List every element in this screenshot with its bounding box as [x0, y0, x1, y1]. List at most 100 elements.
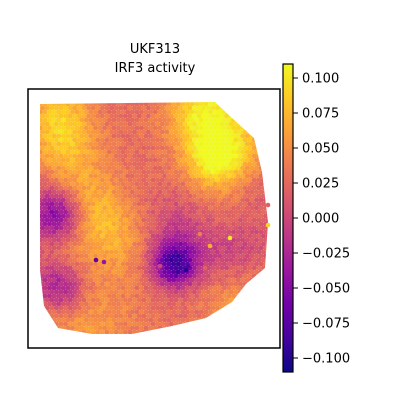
spot	[191, 217, 197, 223]
spot	[145, 209, 151, 215]
spot	[214, 321, 220, 327]
spot	[116, 189, 121, 195]
spot	[118, 169, 124, 175]
spot	[231, 269, 236, 275]
spot	[40, 141, 43, 147]
spot	[228, 201, 234, 207]
spot	[136, 97, 142, 103]
spot	[171, 173, 177, 179]
spot	[208, 325, 213, 331]
spot	[99, 265, 105, 271]
spot	[256, 193, 262, 199]
spot	[109, 273, 115, 279]
spot	[134, 309, 140, 315]
spot	[145, 289, 151, 295]
spot	[58, 321, 64, 327]
spot	[178, 137, 184, 143]
spot	[83, 149, 89, 155]
spot	[145, 321, 151, 327]
spot	[93, 261, 98, 267]
spot	[95, 169, 101, 175]
spot	[247, 265, 253, 271]
spot	[203, 205, 209, 211]
spot	[145, 105, 151, 111]
spot	[214, 241, 220, 247]
spot	[63, 305, 69, 311]
spot	[95, 185, 101, 191]
spot	[42, 141, 48, 147]
spot	[74, 277, 80, 283]
spot	[95, 113, 101, 119]
spot	[132, 233, 138, 239]
spot	[208, 205, 213, 211]
spot	[109, 153, 115, 159]
spot	[145, 121, 151, 127]
spot	[76, 177, 82, 183]
spot	[173, 257, 179, 263]
spot	[139, 253, 144, 259]
spot	[182, 209, 188, 215]
spot	[162, 117, 167, 123]
spot	[47, 109, 52, 115]
spot	[205, 145, 211, 151]
spot	[134, 253, 140, 259]
spot	[51, 125, 57, 131]
spot	[120, 301, 126, 307]
spot	[175, 117, 181, 123]
spot	[267, 125, 268, 131]
spot	[233, 305, 239, 311]
spot	[198, 221, 204, 227]
spot	[251, 105, 257, 111]
spot	[201, 137, 207, 143]
spot	[99, 153, 105, 159]
spot	[102, 181, 108, 187]
spot	[249, 189, 255, 195]
spot	[97, 125, 103, 131]
spot	[42, 285, 48, 291]
spot	[224, 297, 230, 303]
spot	[168, 313, 174, 319]
spot	[70, 109, 75, 115]
spot	[95, 281, 101, 287]
spot	[95, 129, 101, 135]
spot	[228, 153, 234, 159]
spot	[164, 225, 170, 231]
spot	[249, 141, 255, 147]
spot	[157, 245, 163, 251]
spot	[185, 221, 190, 227]
spot	[99, 113, 105, 119]
spot	[224, 193, 230, 199]
spot	[182, 185, 188, 191]
spot	[150, 201, 156, 207]
spot	[212, 205, 218, 211]
spot	[251, 169, 257, 175]
spot	[221, 213, 227, 219]
spot	[244, 285, 250, 291]
spot	[205, 313, 211, 319]
spot	[42, 317, 48, 323]
spot	[224, 273, 230, 279]
spot	[233, 145, 239, 151]
spot	[247, 225, 253, 231]
spot	[40, 169, 46, 175]
spot	[231, 101, 236, 107]
spot	[127, 129, 133, 135]
spot	[260, 113, 266, 119]
spot	[265, 193, 268, 199]
spot	[134, 189, 140, 195]
spot	[139, 149, 144, 155]
spot	[56, 189, 62, 195]
spot	[65, 301, 71, 307]
spot	[214, 281, 220, 287]
spot	[74, 301, 80, 307]
spot	[72, 169, 78, 175]
spot	[127, 225, 133, 231]
colorbar-tick-label: 0.050	[302, 142, 339, 157]
spot	[256, 289, 262, 295]
spot	[159, 273, 165, 279]
spot	[203, 221, 209, 227]
spot	[173, 233, 179, 239]
spot	[56, 125, 62, 131]
spot	[185, 285, 190, 291]
spot	[111, 181, 117, 187]
